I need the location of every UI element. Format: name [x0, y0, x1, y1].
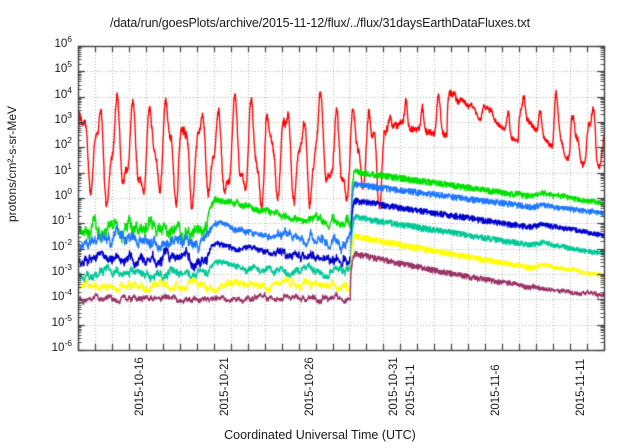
- x-tick-label: 2015-11-1: [405, 364, 418, 416]
- y-tick-label: 106: [54, 34, 72, 50]
- x-tick-label: 2015-10-31: [388, 357, 401, 416]
- y-tick-label: 10-5: [51, 312, 72, 329]
- y-tick-label: 103: [54, 110, 72, 126]
- y-tick-label: 100: [54, 186, 72, 202]
- x-tick-label: 2015-11-6: [490, 364, 503, 416]
- x-tick-label: 2015-10-21: [218, 357, 231, 416]
- y-tick-label: 102: [54, 135, 72, 152]
- y-tick-label: 105: [54, 59, 72, 76]
- y-tick-label: 10-2: [51, 236, 72, 253]
- x-axis-label: Coordinated Universal Time (UTC): [224, 428, 416, 442]
- y-tick-label: 101: [54, 160, 72, 177]
- y-tick-label: 10-4: [51, 287, 72, 304]
- y-tick-label: 104: [54, 84, 72, 101]
- x-tick-label: 2015-10-26: [303, 357, 316, 416]
- y-axis-label: protons/cm²-s-sr-MeV: [5, 106, 19, 222]
- y-tick-label: 10-1: [51, 211, 72, 228]
- y-tick-label: 10-6: [51, 338, 72, 354]
- x-tick-label: 2015-11-11: [575, 358, 588, 416]
- x-tick-label: 2015-10-16: [133, 357, 146, 416]
- y-tick-label: 10-3: [51, 262, 72, 278]
